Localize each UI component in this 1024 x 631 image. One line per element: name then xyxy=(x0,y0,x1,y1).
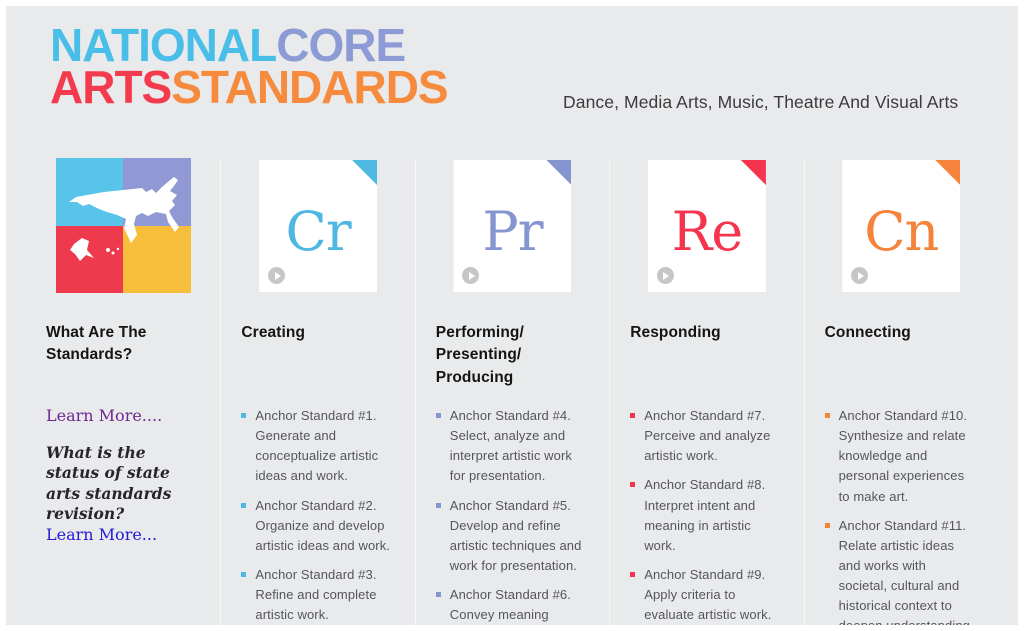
connecting-abbr: Cn xyxy=(864,199,939,263)
performing-abbr: Pr xyxy=(482,199,543,263)
list-item: Anchor Standard #8. Interpret intent and… xyxy=(630,475,783,556)
intro-heading: What Are The Standards? xyxy=(46,324,147,364)
list-item: Anchor Standard #6. Convey meaning throu… xyxy=(435,585,589,625)
column-creating: Cr Creating Anchor Standard #1. Generate… xyxy=(220,158,414,625)
bullet-square-icon xyxy=(435,502,441,508)
bullet-square-icon xyxy=(241,413,247,418)
performing-title: Performing/ Presenting/ Producing xyxy=(435,324,524,386)
responding-abbr: Re xyxy=(671,199,744,263)
logo-word-national: NATIONAL xyxy=(50,19,277,71)
anchor-standard-text: Anchor Standard #8. Interpret intent and… xyxy=(644,477,766,553)
logo-line-2: ARTSSTANDARDS xyxy=(50,64,449,110)
learn-more-link-1[interactable]: Learn More.... xyxy=(46,406,163,425)
list-item: Anchor Standard #5. Develop and refine a… xyxy=(435,496,589,577)
play-icon[interactable] xyxy=(851,267,869,284)
usa-silhouette-icon xyxy=(68,177,179,261)
connecting-card[interactable]: Cn xyxy=(842,160,961,292)
connecting-media: Cn xyxy=(825,158,978,294)
responding-title: Responding xyxy=(630,324,721,341)
list-item: Anchor Standard #11. Relate artistic ide… xyxy=(824,516,978,625)
responding-media: Re xyxy=(630,158,783,294)
learn-more-link-2[interactable]: Learn More... xyxy=(46,524,158,544)
connecting-title: Connecting xyxy=(824,324,911,341)
logo-line-1: NATIONALCORE xyxy=(50,22,448,68)
anchor-standard-text: Anchor Standard #4. Select, analyze and … xyxy=(449,408,573,484)
status-question: What is the status of state arts standar… xyxy=(46,442,172,524)
header: NATIONALCORE ARTSSTANDARDS Dance, Media … xyxy=(50,22,1018,144)
creating-card[interactable]: Cr xyxy=(259,160,378,292)
bullet-square-icon xyxy=(824,522,830,528)
bullet-square-icon xyxy=(241,502,247,508)
responding-anchor-list: Anchor Standard #7. Perceive and analyze… xyxy=(630,406,783,625)
play-icon[interactable] xyxy=(268,267,286,284)
column-connecting: Cn Connecting Anchor Standard #10. Synth… xyxy=(803,158,998,625)
play-icon[interactable] xyxy=(462,267,480,284)
bullet-square-icon xyxy=(824,413,830,418)
page-background: NATIONALCORE ARTSSTANDARDS Dance, Media … xyxy=(6,6,1018,625)
list-item: Anchor Standard #1. Generate and concept… xyxy=(241,406,394,487)
us-map-image xyxy=(55,158,191,293)
column-performing: Pr Performing/ Presenting/ Producing Anc… xyxy=(414,158,609,625)
bullet-square-icon xyxy=(630,571,636,577)
bullet-square-icon xyxy=(241,571,247,577)
creating-abbr: Cr xyxy=(285,199,352,263)
anchor-standard-text: Anchor Standard #10. Synthesize and rela… xyxy=(838,408,968,504)
play-icon[interactable] xyxy=(656,267,674,284)
intro-media xyxy=(46,158,200,294)
list-item: Anchor Standard #9. Apply criteria to ev… xyxy=(630,565,783,625)
site-logo[interactable]: NATIONALCORE ARTSSTANDARDS xyxy=(50,22,449,110)
tagline: Dance, Media Arts, Music, Theatre And Vi… xyxy=(563,92,959,112)
column-responding: Re Responding Anchor Standard #7. Percei… xyxy=(609,158,803,625)
anchor-standard-text: Anchor Standard #3. Refine and complete … xyxy=(255,566,377,623)
anchor-standard-text: Anchor Standard #7. Perceive and analyze… xyxy=(644,408,771,464)
list-item: Anchor Standard #2. Organize and develop… xyxy=(241,496,394,556)
performing-media: Pr xyxy=(436,158,589,294)
list-item: Anchor Standard #3. Refine and complete … xyxy=(241,565,394,625)
list-item: Anchor Standard #4. Select, analyze and … xyxy=(435,406,589,487)
responding-card[interactable]: Re xyxy=(648,160,766,292)
column-intro: What Are The Standards? Learn More.... W… xyxy=(26,158,220,625)
list-item: Anchor Standard #7. Perceive and analyze… xyxy=(630,406,783,466)
bullet-square-icon xyxy=(630,413,636,418)
anchor-standard-text: Anchor Standard #1. Generate and concept… xyxy=(255,408,379,484)
connecting-anchor-list: Anchor Standard #10. Synthesize and rela… xyxy=(824,406,978,625)
creating-title: Creating xyxy=(241,324,306,341)
bullet-square-icon xyxy=(630,482,636,488)
logo-word-standards: STANDARDS xyxy=(171,61,448,113)
logo-word-arts: ARTS xyxy=(50,61,172,113)
performing-card[interactable]: Pr xyxy=(453,160,572,292)
creating-anchor-list: Anchor Standard #1. Generate and concept… xyxy=(241,406,394,625)
bullet-square-icon xyxy=(435,592,441,598)
creating-media: Cr xyxy=(241,158,394,294)
list-item: Anchor Standard #10. Synthesize and rela… xyxy=(824,406,978,507)
anchor-standard-text: Anchor Standard #2. Organize and develop… xyxy=(255,497,391,553)
anchor-standard-text: Anchor Standard #5. Develop and refine a… xyxy=(449,497,582,573)
performing-anchor-list: Anchor Standard #4. Select, analyze and … xyxy=(435,406,589,625)
bullet-square-icon xyxy=(435,413,441,418)
columns-section: What Are The Standards? Learn More.... W… xyxy=(26,158,998,625)
anchor-standard-text: Anchor Standard #6. Convey meaning throu… xyxy=(449,587,571,623)
anchor-standard-text: Anchor Standard #11. Relate artistic ide… xyxy=(838,517,974,625)
map-quadrant-bottomleft xyxy=(55,225,124,293)
logo-word-core: CORE xyxy=(276,19,406,71)
anchor-standard-text: Anchor Standard #9. Apply criteria to ev… xyxy=(644,566,772,623)
